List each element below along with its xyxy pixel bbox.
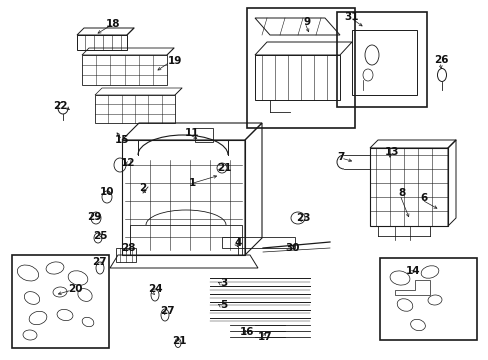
Text: 5: 5	[220, 300, 227, 310]
Text: 2: 2	[139, 183, 146, 193]
Bar	[246, 8, 354, 128]
Text: 19: 19	[167, 56, 182, 66]
Text: 31: 31	[344, 12, 359, 22]
Bar	[82, 55, 167, 85]
Bar	[351, 30, 416, 95]
Text: 9: 9	[303, 17, 310, 27]
Text: 26: 26	[433, 55, 447, 65]
Text: 10: 10	[100, 187, 114, 197]
Bar	[369, 148, 447, 226]
Text: 23: 23	[295, 213, 309, 223]
Text: 29: 29	[87, 212, 101, 222]
Text: 21: 21	[216, 163, 231, 173]
Bar	[379, 258, 476, 340]
Text: 18: 18	[105, 19, 120, 29]
Text: 21: 21	[171, 336, 186, 346]
Text: 30: 30	[285, 243, 300, 253]
Text: 17: 17	[257, 332, 272, 342]
Text: 27: 27	[160, 306, 174, 316]
Text: 27: 27	[92, 257, 106, 267]
Text: 20: 20	[68, 284, 82, 294]
Bar	[336, 12, 426, 107]
Text: 15: 15	[115, 135, 129, 145]
Text: 13: 13	[384, 147, 398, 157]
Text: 8: 8	[398, 188, 405, 198]
Bar	[95, 95, 175, 123]
Text: 11: 11	[184, 128, 199, 138]
Text: 14: 14	[405, 266, 420, 276]
Text: 7: 7	[337, 152, 344, 162]
Text: 24: 24	[147, 284, 162, 294]
Text: 1: 1	[188, 178, 195, 188]
Text: 6: 6	[420, 193, 427, 203]
Text: 16: 16	[239, 327, 254, 337]
Text: 3: 3	[220, 278, 227, 288]
Text: 28: 28	[121, 243, 135, 253]
Text: 4: 4	[234, 238, 241, 248]
Bar	[12, 255, 109, 348]
Text: 12: 12	[121, 158, 135, 168]
Text: 25: 25	[93, 231, 107, 241]
Text: 22: 22	[53, 101, 67, 111]
